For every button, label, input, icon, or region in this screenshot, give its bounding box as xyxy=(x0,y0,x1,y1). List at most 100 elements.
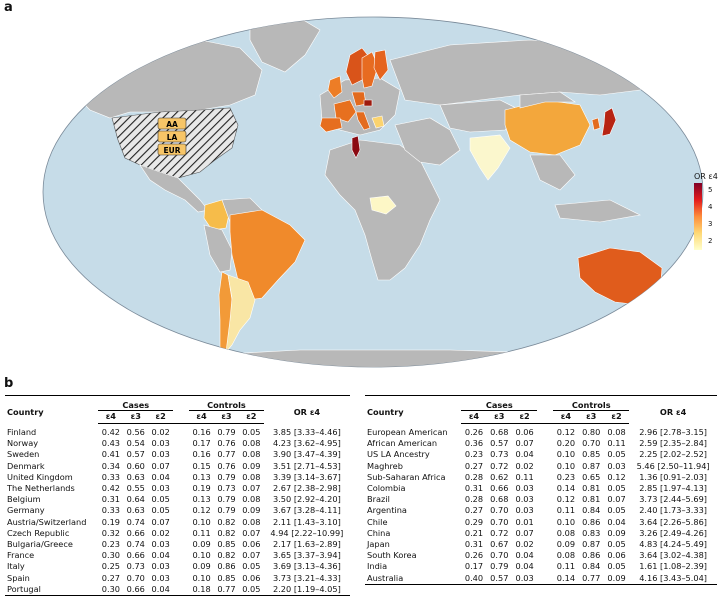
cell-or: 4.23 [3.62–4.95] xyxy=(273,438,341,449)
country-brazil xyxy=(229,209,306,301)
cell-k4: 0.09 xyxy=(556,539,576,550)
cell-k4: 0.08 xyxy=(556,550,576,561)
cell-k4: 0.17 xyxy=(192,438,211,449)
cell-or: 2.59 [2.35–2.84] xyxy=(639,438,707,449)
cell-c2: 0.03 xyxy=(151,483,170,494)
cell-k4: 0.10 xyxy=(192,550,211,561)
land-mideast xyxy=(394,117,461,166)
cell-k4: 0.14 xyxy=(556,483,576,494)
col-or: OR ε4 xyxy=(629,395,717,424)
cell-k4: 0.11 xyxy=(556,561,576,572)
cell-or: 3.64 [2.26–5.86] xyxy=(639,516,707,527)
cell-c4: 0.31 xyxy=(101,494,120,505)
cell-c3: 0.70 xyxy=(490,516,509,527)
table-row: Czech Republic 0.32 0.66 0.02 0.11 0.82 0.07 4.… xyxy=(5,528,350,539)
cell-country: European American xyxy=(367,426,448,437)
cell-k4: 0.08 xyxy=(556,527,576,538)
cell-c3: 0.68 xyxy=(490,494,509,505)
table-row: Portugal 0.30 0.66 0.04 0.18 0.77 0.05 2.20 [1.… xyxy=(5,583,350,597)
cell-c2: 0.03 xyxy=(151,438,170,449)
cell-k2: 0.05 xyxy=(607,561,626,572)
cell-c2: 0.01 xyxy=(515,516,534,527)
table-row: South Korea 0.26 0.70 0.04 0.08 0.86 0.06 3.64 … xyxy=(365,550,717,561)
cell-or: 2.17 [1.63–2.89] xyxy=(273,539,341,550)
cell-c3: 0.60 xyxy=(126,460,145,471)
table-row: Colombia 0.31 0.66 0.03 0.14 0.81 0.05 2.85 [1.… xyxy=(365,483,717,494)
cell-c3: 0.70 xyxy=(126,572,145,583)
country-finland xyxy=(373,49,389,81)
cell-c4: 0.28 xyxy=(464,471,484,482)
cell-k2: 0.08 xyxy=(242,516,261,527)
cell-country: Australia xyxy=(365,572,462,585)
table-row: US LA Ancestry 0.23 0.73 0.04 0.10 0.85 0.05 2.… xyxy=(365,449,717,460)
table-row: Norway 0.43 0.54 0.03 0.17 0.76 0.08 4.23 [3.62… xyxy=(5,438,350,449)
cell-c2: 0.03 xyxy=(151,449,170,460)
cell-or: 2.40 [1.73–3.33] xyxy=(639,505,707,516)
cell-or: 2.11 [1.43–3.10] xyxy=(273,516,341,527)
cell-k2: 0.07 xyxy=(242,550,261,561)
cell-c2: 0.03 xyxy=(515,505,534,516)
cell-or: 3.69 [3.13–4.36] xyxy=(273,561,341,572)
table-row: Chile 0.29 0.70 0.01 0.10 0.86 0.04 3.64 [2.26–… xyxy=(365,517,717,528)
land-peru xyxy=(203,224,233,273)
col-country: Country xyxy=(365,395,462,424)
land-se-asia xyxy=(529,154,576,191)
country-greece xyxy=(371,115,385,129)
country-south-korea xyxy=(591,117,601,131)
cell-c4: 0.26 xyxy=(464,427,484,437)
cell-country: Sub-Saharan Africa xyxy=(367,471,446,482)
cell-k2: 0.09 xyxy=(242,460,261,471)
cell-country: Belgium xyxy=(7,494,41,505)
cell-c2: 0.07 xyxy=(515,527,534,538)
cell-country: The Netherlands xyxy=(7,483,75,494)
cell-k4: 0.10 xyxy=(556,516,576,527)
table-row: European American 0.26 0.68 0.06 0.12 0.80 0.0… xyxy=(365,424,717,439)
cell-c4: 0.27 xyxy=(464,460,484,471)
cell-k2: 0.05 xyxy=(607,449,626,460)
cell-c4: 0.34 xyxy=(101,460,120,471)
table-left: Country Cases Controls OR ε4 ε4 ε3 ε2 ε4… xyxy=(5,395,350,597)
cell-k2: 0.06 xyxy=(242,572,261,583)
cell-k4: 0.10 xyxy=(556,460,576,471)
table-row: Sub-Saharan Africa 0.28 0.62 0.11 0.23 0.65 0.… xyxy=(365,472,717,483)
cell-c4: 0.42 xyxy=(101,427,120,437)
table-row: Finland 0.42 0.56 0.02 0.16 0.79 0.05 3.85 [3.3… xyxy=(5,424,350,439)
table-row: France 0.30 0.66 0.04 0.10 0.82 0.07 3.65 [3.37… xyxy=(5,550,350,561)
table-row: Sweden 0.41 0.57 0.03 0.16 0.77 0.08 3.90 [3.47… xyxy=(5,449,350,460)
cell-country: Chile xyxy=(367,516,388,527)
cell-country: Portugal xyxy=(5,583,99,597)
cell-k4: 0.13 xyxy=(192,494,211,505)
cell-or: 3.64 [3.02–4.38] xyxy=(639,550,707,561)
cell-k2: 0.05 xyxy=(607,505,626,516)
cell-c4: 0.28 xyxy=(464,494,484,505)
col-controls: Controls xyxy=(189,395,264,411)
cell-c3: 0.68 xyxy=(490,427,509,437)
cell-c2: 0.04 xyxy=(151,471,170,482)
cell-or: 3.73 [2.44–5.69] xyxy=(639,494,707,505)
region-sub-saharan xyxy=(369,195,397,215)
cell-country: China xyxy=(367,527,391,538)
country-italy xyxy=(355,111,371,131)
cell-c2: 0.04 xyxy=(148,583,174,597)
cell-or: 3.65 [3.37–3.94] xyxy=(273,550,341,561)
cell-k2: 0.03 xyxy=(607,460,626,471)
cell-c4: 0.40 xyxy=(461,572,487,585)
cell-c2: 0.04 xyxy=(515,449,534,460)
table-row: Australia 0.40 0.57 0.03 0.14 0.77 0.09 4.16 [3… xyxy=(365,572,717,585)
cell-k4: 0.16 xyxy=(192,427,211,437)
cell-c2: 0.03 xyxy=(515,483,534,494)
cell-k2: 0.07 xyxy=(242,483,261,494)
col-controls-e3: ε3 xyxy=(214,410,239,424)
table-row: India 0.17 0.79 0.04 0.11 0.84 0.05 1.61 [1.08–… xyxy=(365,561,717,572)
cell-k3: 0.85 xyxy=(217,539,236,550)
cell-k3: 0.82 xyxy=(217,516,236,527)
cell-c2: 0.03 xyxy=(151,572,170,583)
cell-c2: 0.02 xyxy=(151,427,170,437)
cell-c2: 0.03 xyxy=(515,494,534,505)
col-cases-e2: ε2 xyxy=(148,410,174,424)
cell-k4: 0.11 xyxy=(556,505,576,516)
cell-k2: 0.09 xyxy=(607,527,626,538)
col-cases-e4: ε4 xyxy=(98,410,124,424)
cell-or: 3.39 [3.14–3.67] xyxy=(273,471,341,482)
cell-k3: 0.77 xyxy=(217,449,236,460)
